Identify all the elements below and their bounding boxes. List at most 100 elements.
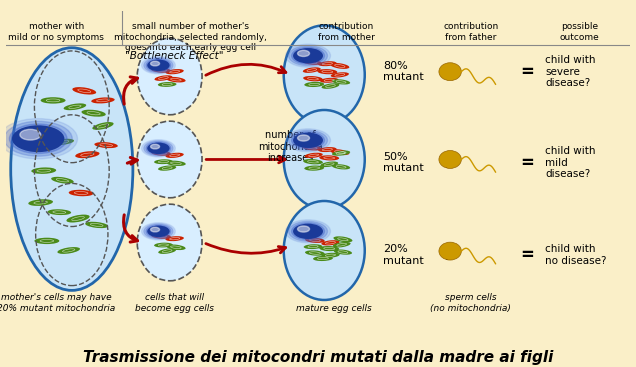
Circle shape (142, 140, 176, 157)
Ellipse shape (66, 215, 90, 222)
Ellipse shape (31, 167, 56, 174)
Ellipse shape (69, 190, 93, 196)
Text: "Bottleneck Effect": "Bottleneck Effect" (125, 51, 224, 61)
Ellipse shape (94, 142, 118, 148)
Ellipse shape (137, 38, 202, 115)
Circle shape (151, 227, 160, 232)
Ellipse shape (41, 97, 66, 103)
Ellipse shape (137, 204, 202, 281)
Ellipse shape (305, 153, 322, 158)
Ellipse shape (284, 110, 365, 209)
Circle shape (147, 59, 170, 71)
Circle shape (289, 221, 328, 241)
Circle shape (151, 144, 160, 149)
Circle shape (289, 46, 328, 66)
FancyBboxPatch shape (6, 11, 630, 44)
Text: possible
outcome: possible outcome (560, 22, 600, 41)
Text: mature egg cells: mature egg cells (296, 304, 371, 313)
Text: child with
severe
disease?: child with severe disease? (546, 55, 596, 88)
Ellipse shape (73, 87, 96, 95)
Text: contribution
from mother: contribution from mother (317, 22, 375, 41)
Text: mother with
mild or no symptoms: mother with mild or no symptoms (8, 22, 104, 41)
Circle shape (286, 220, 331, 243)
Ellipse shape (333, 242, 350, 247)
Ellipse shape (313, 256, 333, 261)
Ellipse shape (57, 247, 80, 254)
Text: number of
mitochondria
increases: number of mitochondria increases (258, 130, 322, 163)
Circle shape (147, 142, 170, 154)
Ellipse shape (158, 82, 176, 87)
Circle shape (298, 226, 310, 232)
Circle shape (4, 121, 73, 156)
Ellipse shape (321, 161, 338, 167)
Circle shape (144, 58, 173, 73)
Circle shape (298, 50, 310, 57)
Circle shape (0, 119, 78, 159)
Ellipse shape (166, 77, 186, 83)
Text: child with
no disease?: child with no disease? (546, 244, 607, 266)
Ellipse shape (34, 238, 59, 244)
Ellipse shape (75, 151, 100, 158)
Ellipse shape (165, 69, 184, 74)
Circle shape (142, 57, 176, 74)
Ellipse shape (334, 250, 352, 255)
Circle shape (286, 129, 331, 152)
Ellipse shape (318, 61, 336, 66)
Circle shape (142, 223, 176, 240)
Ellipse shape (304, 166, 324, 171)
Ellipse shape (332, 79, 350, 84)
Circle shape (146, 142, 171, 155)
Ellipse shape (137, 121, 202, 198)
Ellipse shape (155, 75, 172, 81)
Ellipse shape (320, 78, 338, 83)
Ellipse shape (303, 67, 321, 73)
Ellipse shape (48, 209, 71, 215)
Ellipse shape (302, 145, 321, 150)
Ellipse shape (321, 253, 340, 258)
Ellipse shape (318, 147, 336, 152)
Ellipse shape (151, 150, 171, 156)
Circle shape (10, 124, 67, 153)
Circle shape (291, 47, 324, 64)
Text: +: + (439, 154, 453, 172)
Ellipse shape (332, 150, 350, 156)
Ellipse shape (154, 159, 173, 164)
Circle shape (293, 132, 323, 148)
Text: +: + (439, 63, 453, 81)
Text: mother's cells may have
20% mutant mitochondria: mother's cells may have 20% mutant mitoc… (0, 293, 115, 313)
Ellipse shape (330, 149, 349, 155)
Ellipse shape (51, 139, 74, 145)
Ellipse shape (322, 83, 340, 89)
Circle shape (12, 125, 64, 152)
Circle shape (294, 49, 321, 63)
Ellipse shape (303, 159, 323, 164)
Ellipse shape (158, 248, 176, 254)
Circle shape (294, 225, 321, 238)
Circle shape (147, 226, 170, 237)
Circle shape (291, 132, 324, 149)
Text: small number of mother's
mitochondria, selected randomly,
goes into each early e: small number of mother's mitochondria, s… (114, 22, 266, 52)
Text: =: = (520, 246, 534, 264)
Circle shape (146, 225, 171, 238)
Ellipse shape (332, 164, 350, 170)
Circle shape (293, 48, 323, 63)
Ellipse shape (165, 236, 184, 241)
Circle shape (144, 224, 173, 239)
Text: contribution
from father: contribution from father (443, 22, 499, 41)
Text: Trasmissione dei mitocondri mutati dalla madre ai figli: Trasmissione dei mitocondri mutati dalla… (83, 350, 553, 365)
Text: =: = (520, 154, 534, 172)
Ellipse shape (321, 240, 340, 246)
Ellipse shape (11, 48, 133, 290)
Text: child with
mild
disease?: child with mild disease? (546, 146, 596, 179)
Ellipse shape (439, 63, 461, 81)
Ellipse shape (317, 69, 337, 74)
Ellipse shape (154, 243, 173, 247)
Ellipse shape (166, 244, 186, 250)
Ellipse shape (85, 222, 108, 228)
Ellipse shape (29, 199, 53, 206)
Ellipse shape (333, 236, 352, 242)
Ellipse shape (319, 155, 339, 160)
Ellipse shape (165, 153, 184, 158)
Circle shape (293, 224, 323, 239)
Circle shape (148, 143, 169, 153)
